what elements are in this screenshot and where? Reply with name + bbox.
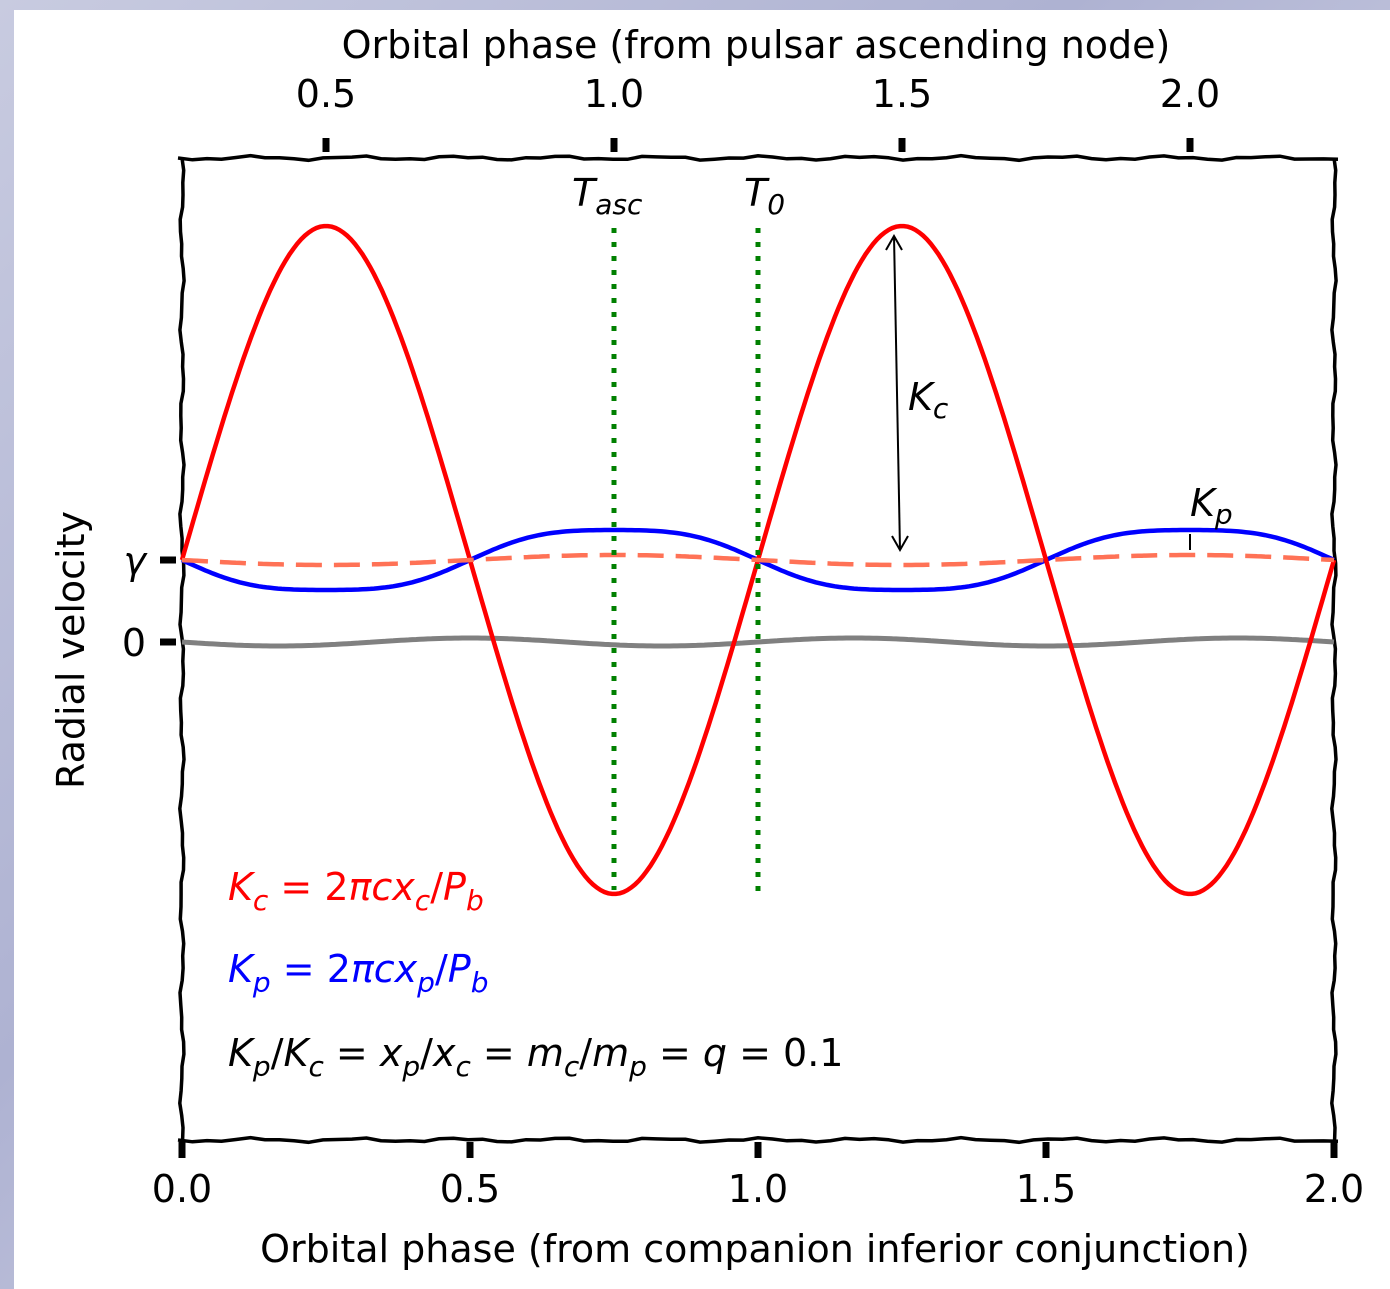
frame-right [1330,157,1338,1141]
x-tick-label: 0.5 [440,1167,500,1211]
x2-tick-label: 1.5 [872,72,932,116]
equation-line: Kp = 2πcxp/Pb [228,947,488,999]
phase-marker-label: Tasc [572,171,643,221]
kc-arrowhead-bottom [891,535,909,553]
frame-bottom [177,1135,1339,1145]
kc-label: Kc [908,375,949,425]
chart-figure: Tasc T0 Kc Kp Orbital phase (from pulsar a… [14,10,1390,1289]
curves [179,223,1337,897]
zero-velocity-line [181,635,1335,649]
frame-left [178,157,186,1141]
x2-tick-label: 0.5 [296,72,356,116]
phase-markers: Tasc T0 [572,171,785,894]
equation-line: Kp/Kc = xp/xc = mc/mp = q = 0.1 [228,1031,843,1083]
phase-marker-label: T0 [744,171,785,221]
x2-tick-label: 1.0 [584,72,644,116]
kp-label: Kp [1190,481,1233,531]
x-tick-label: 2.0 [1304,1167,1364,1211]
kc-arrowhead-top [885,233,903,251]
x-tick-label: 1.5 [1016,1167,1076,1211]
equation-line: Kc = 2πcxc/Pb [228,865,484,917]
systemic-velocity-line [181,552,1335,568]
y-tick-label: 0 [122,621,146,665]
x-tick-label: 1.0 [728,1167,788,1211]
x-axis-title: Orbital phase (from companion inferior c… [260,1227,1250,1271]
kc-arrow [893,235,901,551]
x2-axis-title: Orbital phase (from pulsar ascending nod… [342,23,1171,67]
amplitude-annotations: Kc Kp [885,233,1233,553]
equations: Kc = 2πcxc/Pb Kp = 2πcxp/Pb Kp/Kc = xp/xc … [228,865,843,1083]
x-tick-label: 0.0 [152,1167,212,1211]
axis-ticks [160,138,1338,1158]
y-tick-label: γ [124,539,149,583]
axis-text: Orbital phase (from pulsar ascending nod… [49,23,1364,1271]
y-axis-title: Radial velocity [49,511,93,789]
plot-frame [177,153,1339,1145]
frame-top [177,153,1339,163]
radial-velocity-chart: Tasc T0 Kc Kp Orbital phase (from pulsar a… [49,23,1364,1271]
x2-tick-label: 2.0 [1160,72,1220,116]
